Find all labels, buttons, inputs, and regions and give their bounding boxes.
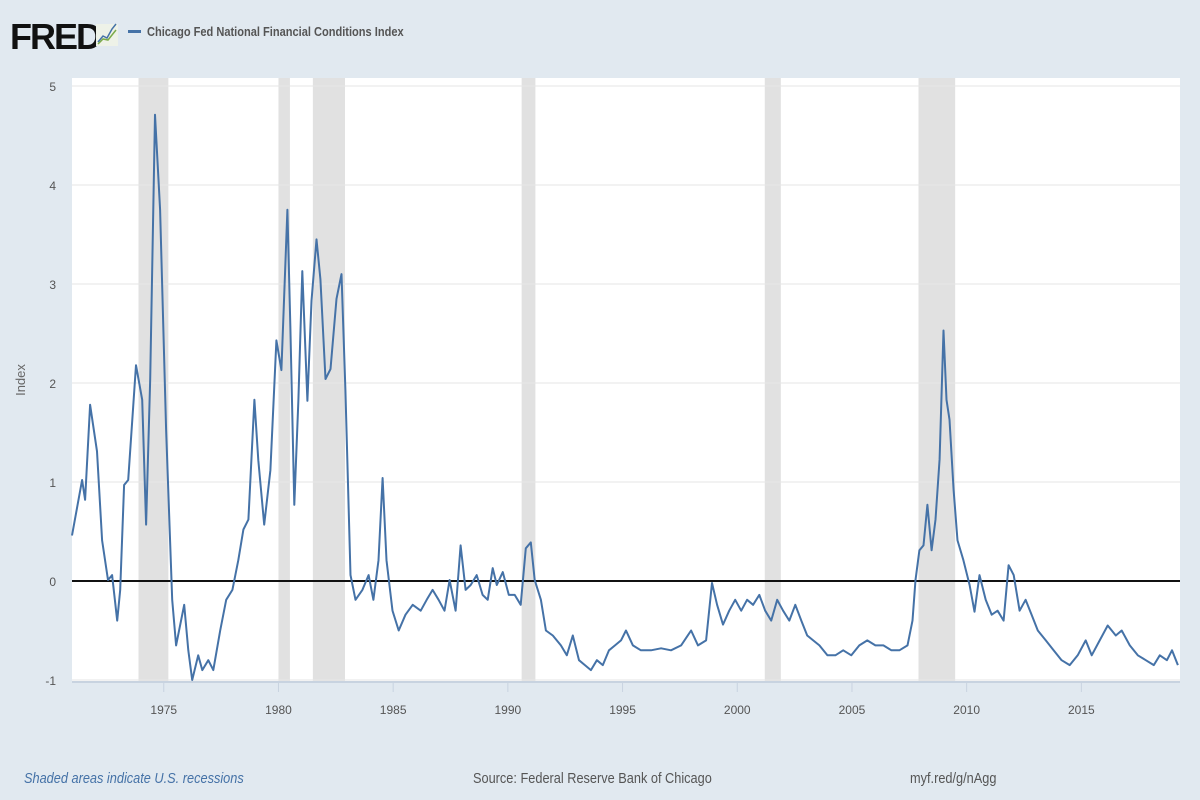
legend-series-label: Chicago Fed National Financial Condition… — [147, 24, 404, 39]
x-tick-label: 2010 — [953, 703, 980, 717]
recession-band — [764, 78, 781, 682]
y-tick-label: -1 — [45, 674, 56, 688]
y-tick-label: 2 — [49, 377, 56, 391]
y-axis-label: Index — [13, 364, 28, 396]
legend-line-swatch — [128, 30, 141, 33]
recession-note-link[interactable]: Shaded areas indicate U.S. recessions — [24, 770, 244, 787]
x-tick-label: 2005 — [839, 703, 866, 717]
x-tick-label: 1990 — [495, 703, 522, 717]
y-tick-label: 4 — [49, 179, 56, 193]
recession-band — [278, 78, 290, 682]
x-tick-label: 2000 — [724, 703, 751, 717]
short-url-link[interactable]: myf.red/g/nAgg — [910, 770, 997, 787]
plot-area — [72, 78, 1180, 682]
chart-legend: Chicago Fed National Financial Condition… — [128, 24, 449, 39]
source-text: Source: Federal Reserve Bank of Chicago — [473, 770, 712, 787]
fred-logo[interactable]: FRED — [10, 16, 102, 57]
x-tick-label: 1995 — [609, 703, 636, 717]
series-line[interactable] — [71, 113, 1179, 681]
recession-band — [918, 78, 956, 682]
x-tick-label: 1975 — [150, 703, 177, 717]
x-tick-label: 2015 — [1068, 703, 1095, 717]
y-tick-label: 3 — [49, 278, 56, 292]
recession-band — [312, 78, 345, 682]
y-tick-label: 5 — [49, 80, 56, 94]
x-tick-label: 1985 — [380, 703, 407, 717]
recession-band — [521, 78, 536, 682]
y-tick-label: 1 — [49, 476, 56, 490]
fred-logo-graph-icon — [96, 23, 118, 46]
y-tick-label: 0 — [49, 575, 56, 589]
x-tick-label: 1980 — [265, 703, 292, 717]
